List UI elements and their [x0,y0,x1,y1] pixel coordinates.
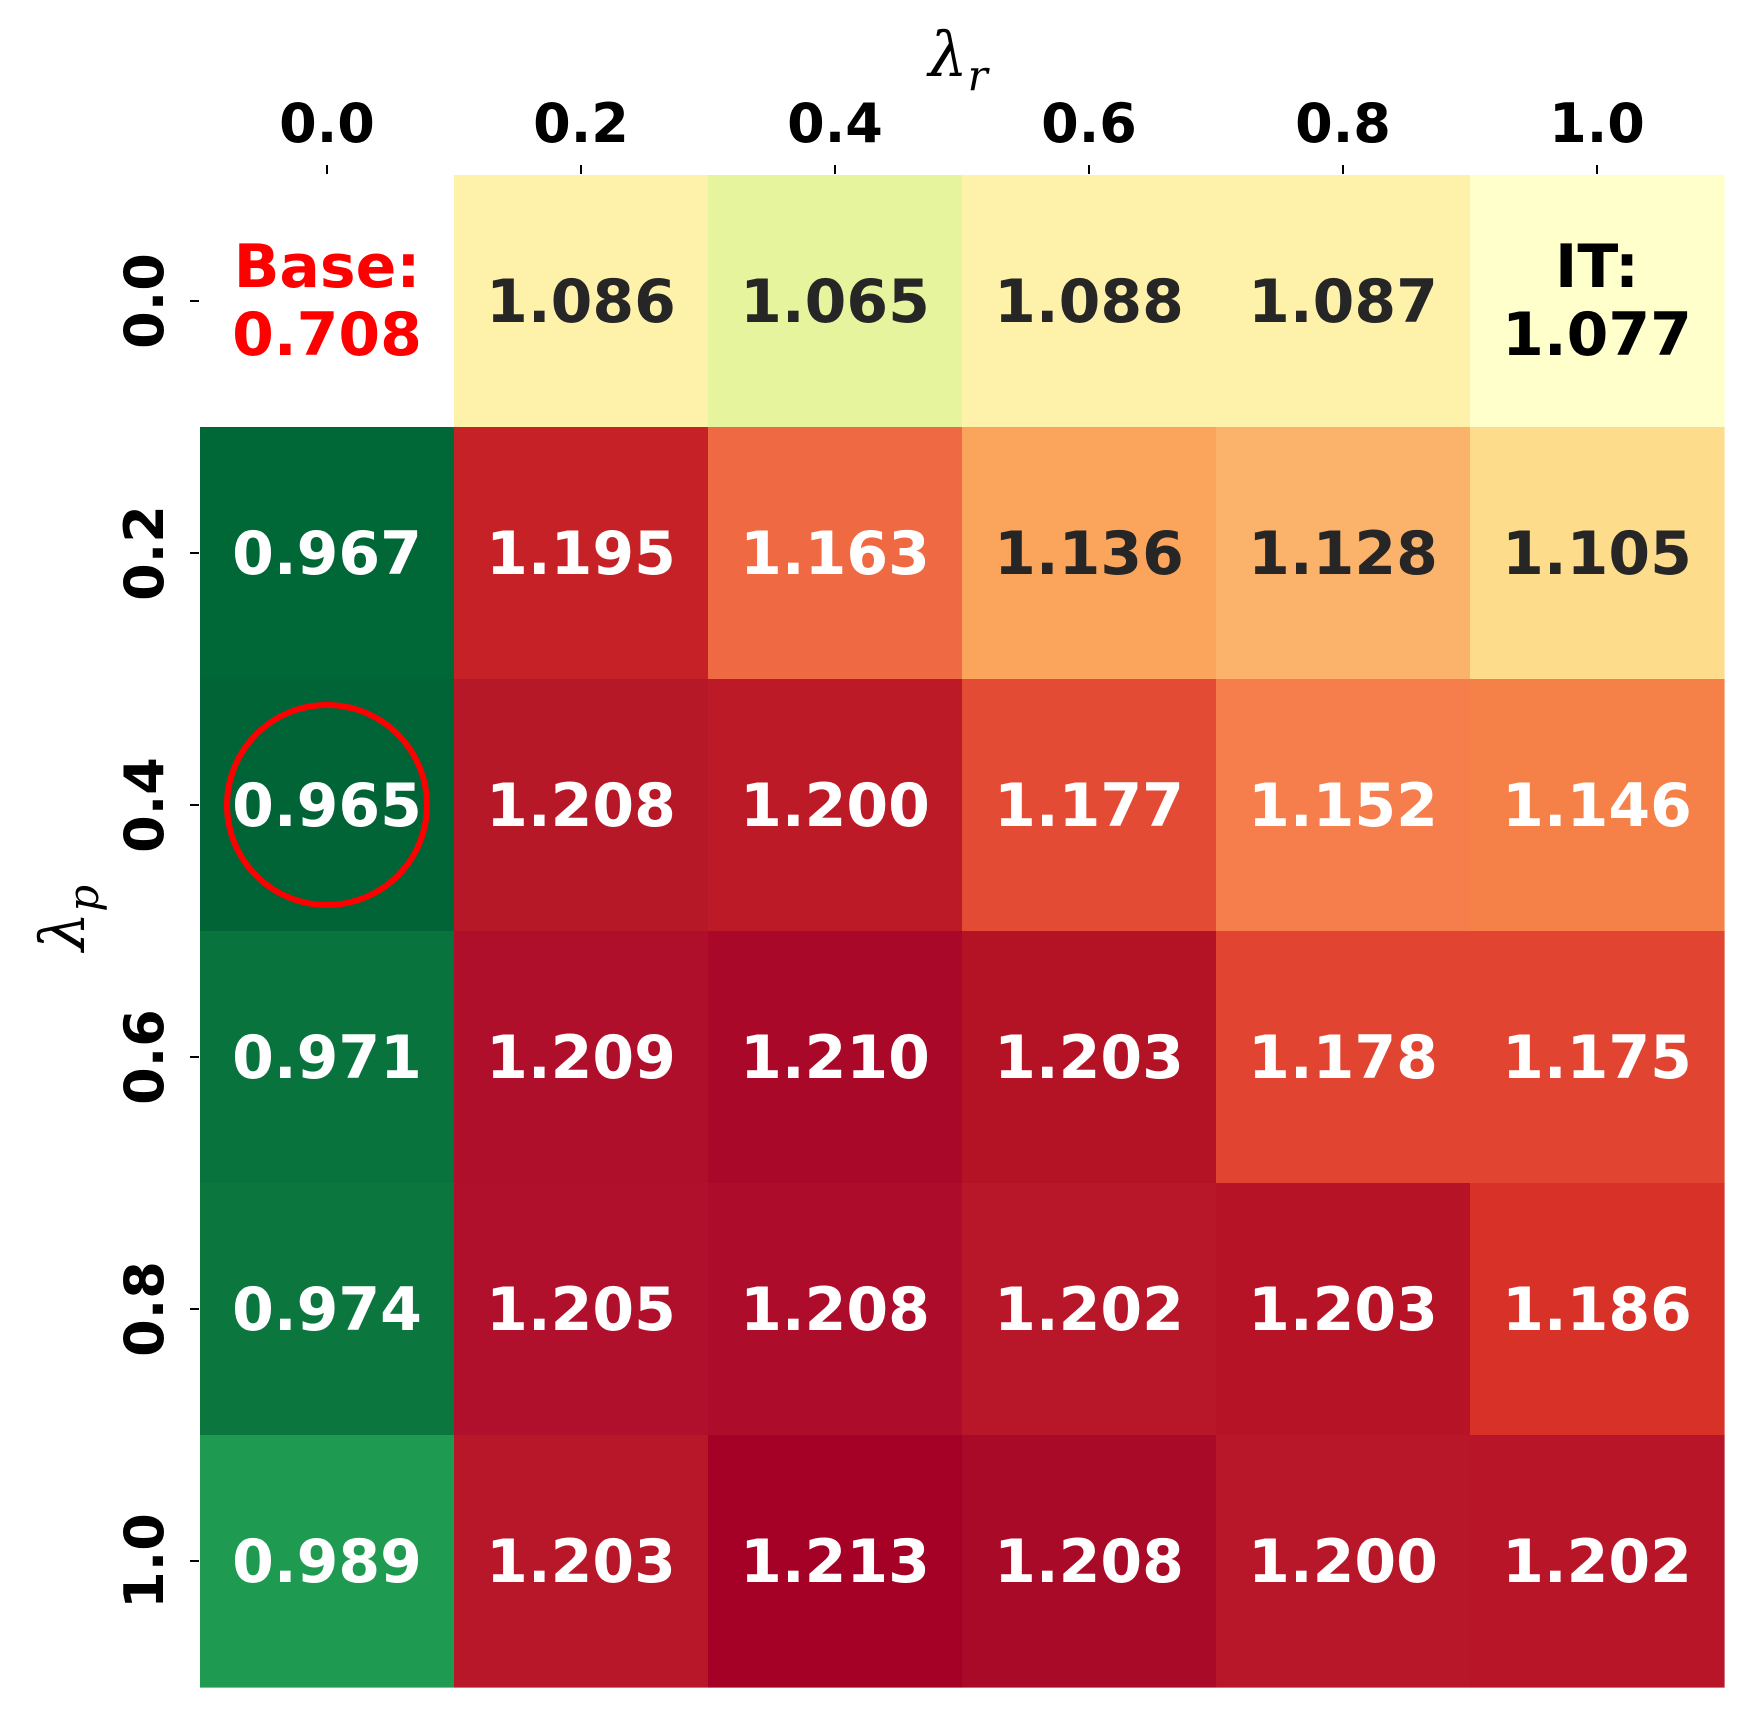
heatmap-cell-r0-c1 [454,175,709,428]
cell-value-r4-c0: 0.974 [232,1275,422,1345]
x-tick-label-4: 0.8 [1295,92,1391,155]
heatmap-cell-r4-c0 [200,1183,455,1436]
heatmap-cell-r5-c1 [454,1435,709,1688]
heatmap-cell-r2-c3 [962,679,1217,932]
heatmap-cell-r2-c2 [708,679,963,932]
cell-value-r0-c4: 1.087 [1248,267,1438,337]
y-tick-label-1: 0.2 [113,505,176,601]
y-axis: 0.0 0.2 0.4 0.6 0.8 1.0 [113,253,199,1609]
heatmap-cell-r5-c0 [200,1435,455,1688]
cell-value-r1-c2: 1.163 [740,519,930,589]
highlight-circle [224,702,430,908]
y-tick-label-3: 0.6 [113,1009,176,1105]
heatmap-cell-r5-c2 [708,1435,963,1688]
cell-value-r2-c3: 1.177 [994,771,1184,841]
cell-value-r3-c4: 1.178 [1248,1023,1438,1093]
cell-value-r4-c5: 1.186 [1502,1275,1692,1345]
x-tick-label-0: 0.0 [279,92,375,155]
y-tick-label-5: 1.0 [113,1513,176,1609]
heatmap-cell-r1-c2 [708,427,963,680]
cell-value-r1-c3: 1.136 [994,519,1184,589]
cell-value-r2-c5: 1.146 [1502,771,1692,841]
cell-annotation-value-r0-c5: 1.077 [1502,300,1692,370]
cell-value-r1-c5: 1.105 [1502,519,1692,589]
cell-value-r2-c4: 1.152 [1248,771,1438,841]
cell-value-r5-c1: 1.203 [486,1527,676,1597]
y-axis-label: λp [26,885,108,954]
heatmap-cell-r3-c2 [708,931,963,1184]
x-axis-label: λr [925,18,990,100]
cell-value-r3-c0: 0.971 [232,1023,422,1093]
x-tick-label-5: 1.0 [1549,92,1645,155]
heatmap-cell-r3-c5 [1470,931,1725,1184]
x-tick-label-2: 0.4 [787,92,883,155]
cell-value-r1-c0: 0.967 [232,519,422,589]
cell-value-r5-c2: 1.213 [740,1527,930,1597]
highlight-layer [224,702,430,908]
heatmap-cell-r4-c3 [962,1183,1217,1436]
heatmap-cell-r1-c1 [454,427,709,680]
heatmap-cell-r4-c2 [708,1183,963,1436]
heatmap-cell-r4-c1 [454,1183,709,1436]
cell-value-r5-c5: 1.202 [1502,1527,1692,1597]
y-tick-label-0: 0.0 [113,253,176,349]
heatmap-cell-r2-c4 [1216,679,1471,932]
heatmap-cell-r0-c0 [200,175,455,428]
y-tick-label-2: 0.4 [113,757,176,853]
heatmap-cell-r0-c5 [1470,175,1725,428]
heatmap-cell-r2-c5 [1470,679,1725,932]
cell-value-r3-c2: 1.210 [740,1023,930,1093]
heatmap-cell-r1-c5 [1470,427,1725,680]
cell-value-r3-c5: 1.175 [1502,1023,1692,1093]
cell-value-r3-c1: 1.209 [486,1023,676,1093]
cell-value-r5-c4: 1.200 [1248,1527,1438,1597]
cell-value-r1-c1: 1.195 [486,519,676,589]
cell-value-r0-c2: 1.065 [740,267,930,337]
heatmap-cell-r5-c4 [1216,1435,1471,1688]
x-tick-label-3: 0.6 [1041,92,1137,155]
cell-value-r5-c3: 1.208 [994,1527,1184,1597]
cell-value-r4-c4: 1.203 [1248,1275,1438,1345]
heatmap-cells [200,175,1725,1688]
heatmap-cell-r3-c4 [1216,931,1471,1184]
cell-value-r5-c0: 0.989 [232,1527,422,1597]
cell-value-r2-c1: 1.208 [486,771,676,841]
x-axis: 0.0 0.2 0.4 0.6 0.8 1.0 [279,92,1645,174]
heatmap-cell-r0-c3 [962,175,1217,428]
cell-value-r4-c2: 1.208 [740,1275,930,1345]
heatmap-cell-r2-c1 [454,679,709,932]
cell-value-r1-c4: 1.128 [1248,519,1438,589]
heatmap-cell-r4-c5 [1470,1183,1725,1436]
cell-value-r4-c1: 1.205 [486,1275,676,1345]
cell-value-r4-c3: 1.202 [994,1275,1184,1345]
heatmap-cell-r1-c0 [200,427,455,680]
cell-annotation-prefix-r0-c5: IT: [1555,232,1639,302]
cell-annotation-value-r0-c0: 0.708 [232,300,422,370]
heatmap-cell-r4-c4 [1216,1183,1471,1436]
cell-value-r0-c3: 1.088 [994,267,1184,337]
heatmap-cell-r0-c2 [708,175,963,428]
cell-value-r2-c0: 0.965 [232,771,422,841]
cell-value-r0-c1: 1.086 [486,267,676,337]
heatmap-cell-r3-c0 [200,931,455,1184]
cell-value-r3-c3: 1.203 [994,1023,1184,1093]
heatmap-cell-r3-c1 [454,931,709,1184]
cell-value-r2-c2: 1.200 [740,771,930,841]
cell-annotation-prefix-r0-c0: Base: [234,232,421,302]
heatmap-cell-r5-c3 [962,1435,1217,1688]
heatmap-cell-r2-c0 [200,679,455,932]
heatmap-cell-r1-c4 [1216,427,1471,680]
heatmap-cell-labels: Base:0.708 1.086 1.065 1.088 1.087 IT:1.077 0.… [232,232,1692,1597]
heatmap-cell-r0-c4 [1216,175,1471,428]
heatmap-cell-r3-c3 [962,931,1217,1184]
y-tick-label-4: 0.8 [113,1261,176,1357]
heatmap-cell-r5-c5 [1470,1435,1725,1688]
heatmap-cell-r1-c3 [962,427,1217,680]
x-tick-label-1: 0.2 [533,92,629,155]
